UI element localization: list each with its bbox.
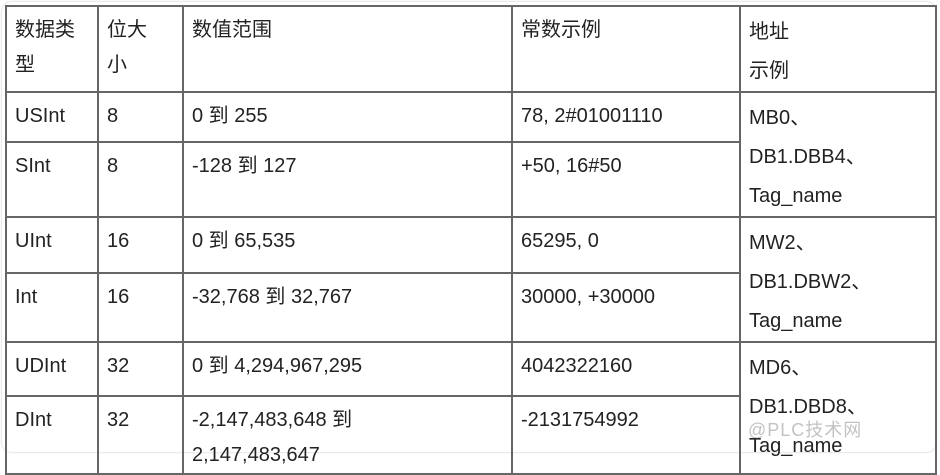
cell-address: MW2、 DB1.DBW2、 Tag_name xyxy=(739,216,937,343)
table-row: USInt 8 0 到 255 78, 2#01001110 MB0、 DB1.D… xyxy=(5,90,937,218)
cell-example: 30000, +30000 xyxy=(511,272,741,343)
cell-range: 0 到 255 xyxy=(182,90,513,144)
header-example: 常数示例 xyxy=(511,5,741,93)
cell-example: +50, 16#50 xyxy=(511,141,741,218)
header-type: 数据类型 xyxy=(15,19,75,76)
cell-example: -2131754992 xyxy=(511,395,741,475)
cell-type: Int xyxy=(5,272,99,343)
cell-type: USInt xyxy=(5,90,99,144)
cell-type: DInt xyxy=(5,395,99,475)
cell-bits: 32 xyxy=(97,341,184,397)
cell-type: UDInt xyxy=(5,341,99,397)
table-row: Int 16 -32,768 到 32,767 30000, +30000 xyxy=(5,272,936,343)
header-bits-cell: 位大小 xyxy=(97,5,184,93)
cell-bits: 8 xyxy=(97,141,184,218)
header-address: 地址示例 xyxy=(749,21,789,82)
table-row: UDInt 32 0 到 4,294,967,295 4042322160 MD… xyxy=(5,341,937,475)
cell-example: 78, 2#01001110 xyxy=(511,90,741,144)
cell-type: SInt xyxy=(5,141,99,218)
cell-example: 4042322160 xyxy=(511,341,741,397)
cell-range: -32,768 到 32,767 xyxy=(182,272,513,343)
data-type-table: 数据类型 位大小 数值范围 常数示例 地址示例 USInt 8 0 到 255 … xyxy=(5,5,937,475)
table-row: SInt 8 -128 到 127 +50, 16#50 xyxy=(5,141,936,218)
header-row: 数据类型 位大小 数值范围 常数示例 地址示例 xyxy=(5,5,937,93)
cell-address: MB0、 DB1.DBB4、 Tag_name xyxy=(739,91,937,218)
cell-range: 0 到 65,535 xyxy=(182,215,513,275)
header-type-cell: 数据类型 xyxy=(5,5,99,93)
cell-range: 0 到 4,294,967,295 xyxy=(182,341,513,397)
cell-address: MD6、 DB1.DBD8、 Tag_name xyxy=(739,341,937,475)
cell-type: UInt xyxy=(5,215,99,275)
cell-range: -2,147,483,648 到 2,147,483,647 xyxy=(182,395,513,475)
cell-bits: 16 xyxy=(97,215,184,275)
cell-range: -128 到 127 xyxy=(182,141,513,218)
cell-bits: 32 xyxy=(97,395,184,475)
header-bits: 位大小 xyxy=(107,19,147,76)
cell-bits: 8 xyxy=(97,90,184,144)
header-range: 数值范围 xyxy=(182,5,513,93)
cell-bits: 16 xyxy=(97,272,184,343)
cell-example: 65295, 0 xyxy=(511,215,741,275)
header-address-cell: 地址示例 xyxy=(739,5,937,93)
table-row: UInt 16 0 到 65,535 65295, 0 MW2、 DB1.DBW2… xyxy=(5,215,937,343)
